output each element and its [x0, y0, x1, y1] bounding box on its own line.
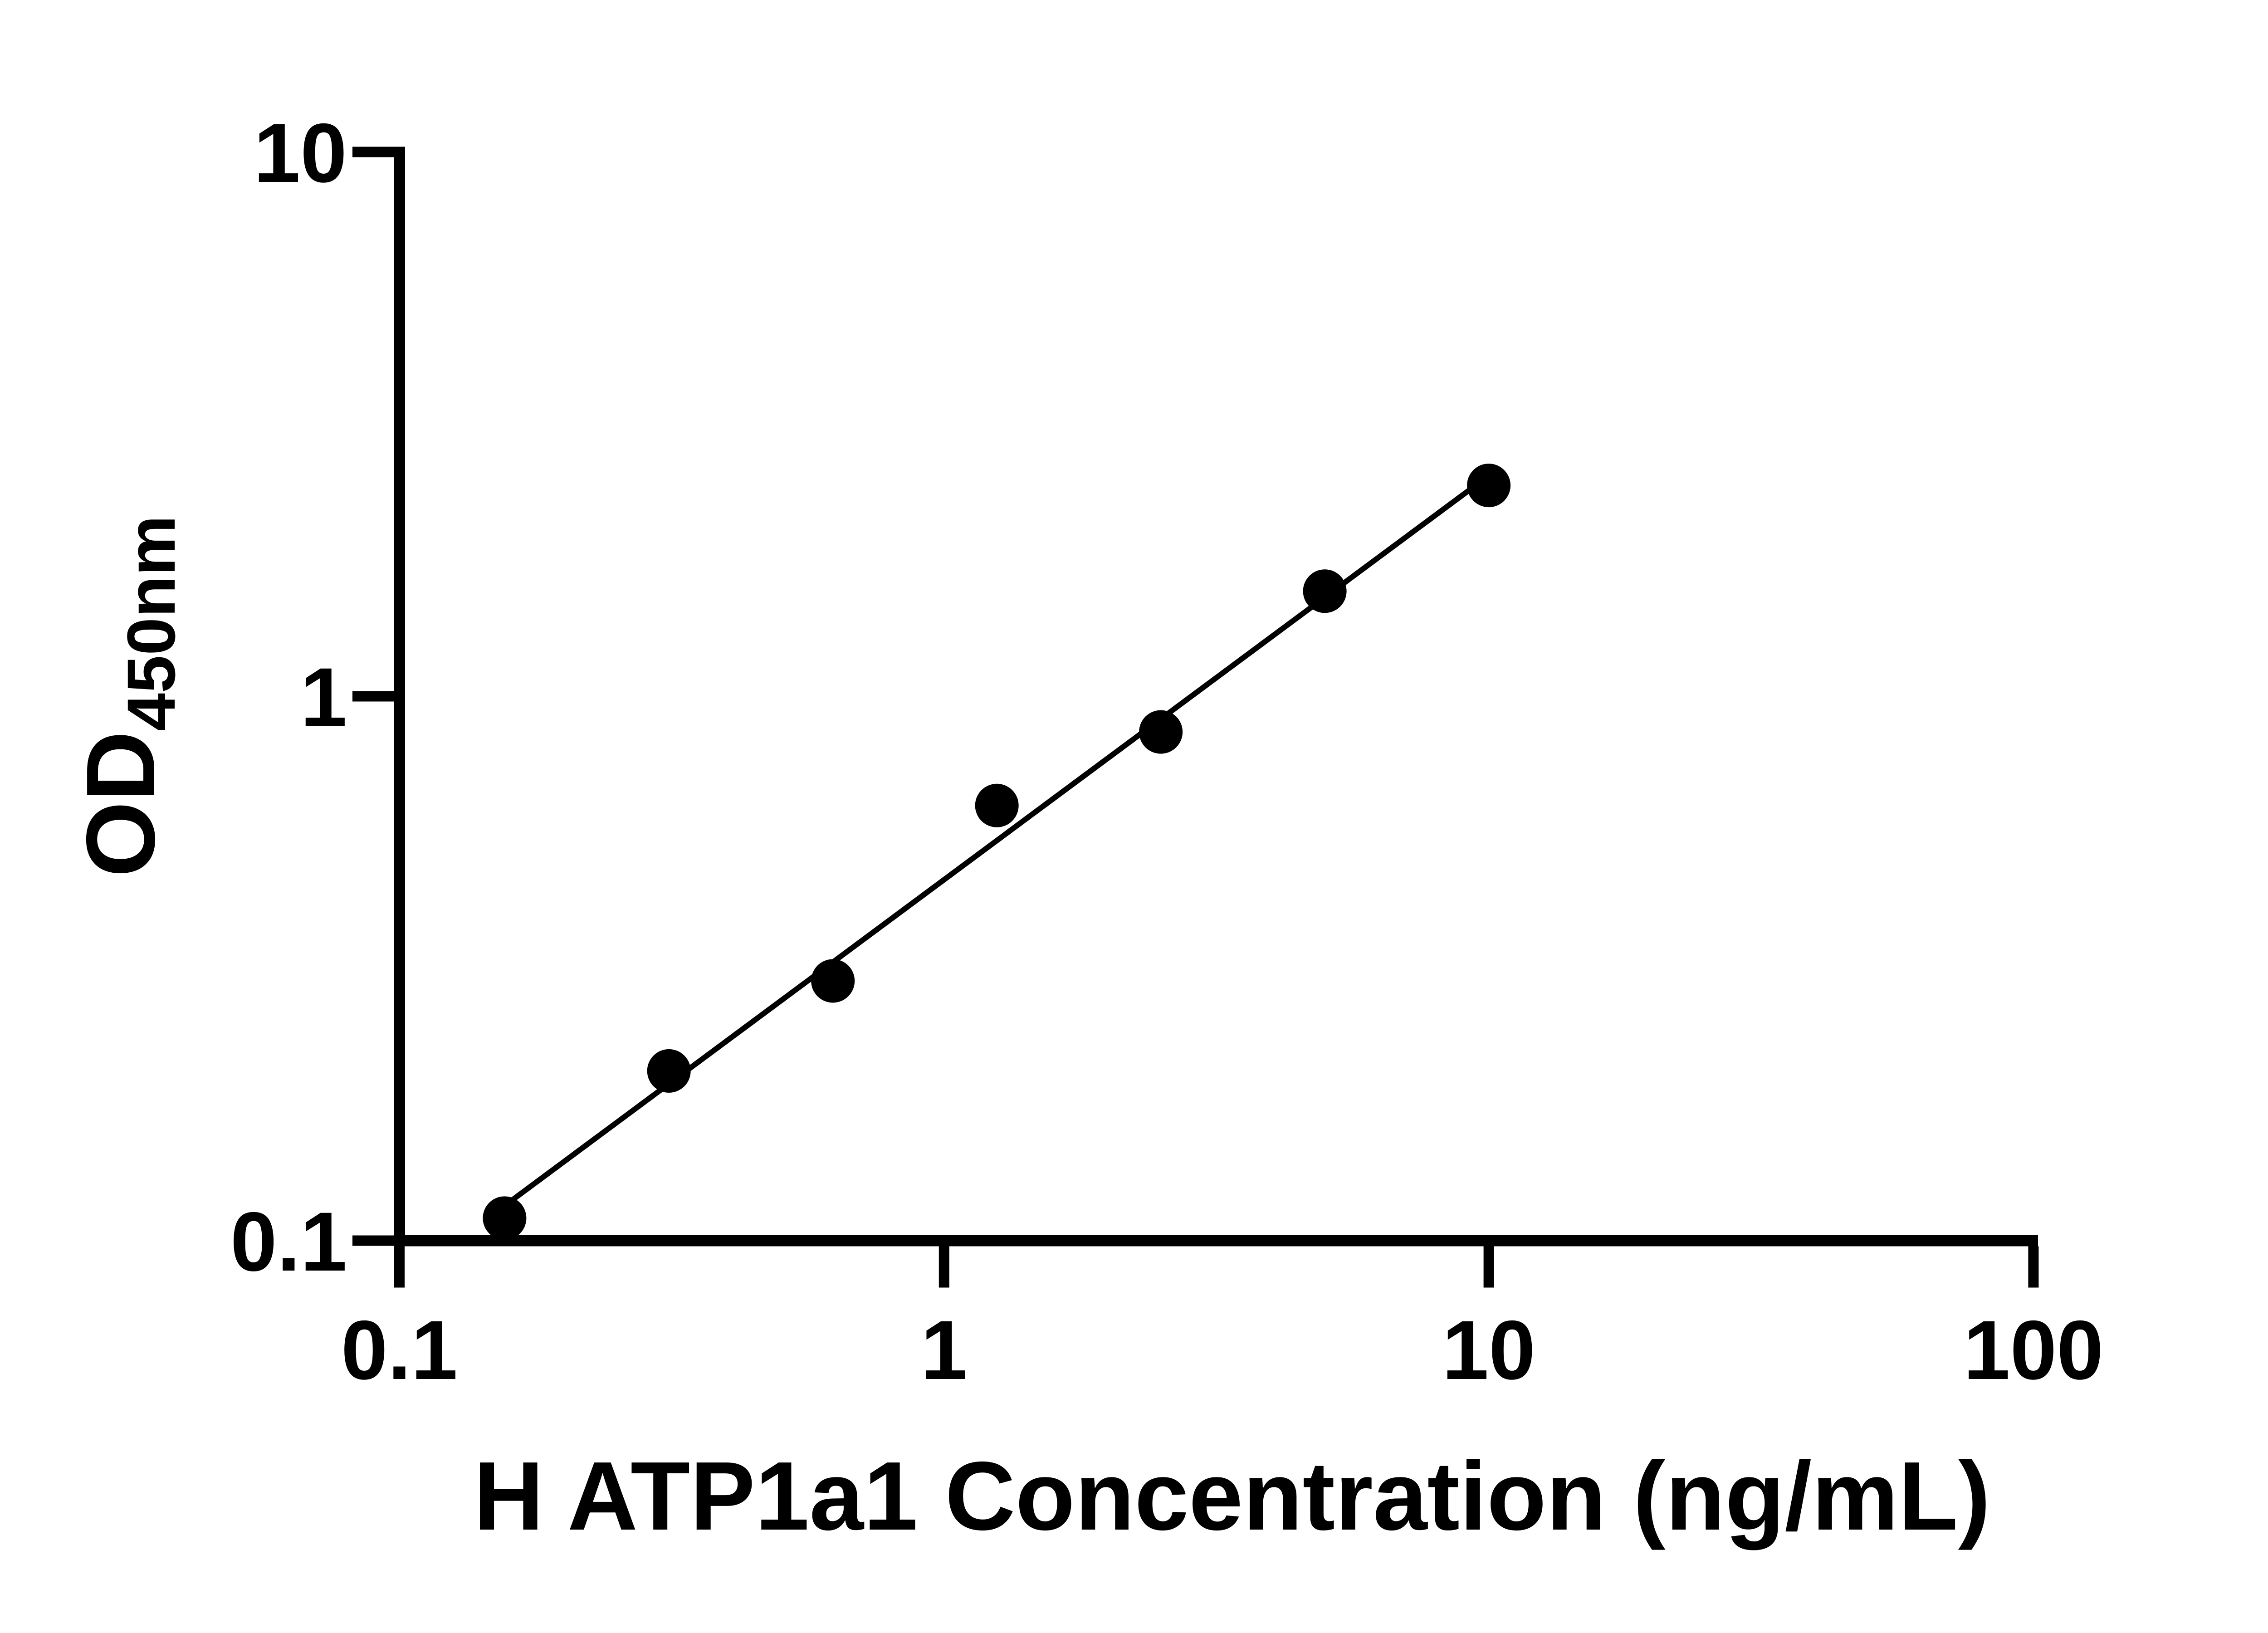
data-point-1 — [647, 1049, 691, 1093]
data-point-4 — [1139, 710, 1183, 754]
data-point-0 — [483, 1196, 527, 1240]
y-axis-title-subscript: 450nm — [113, 515, 189, 731]
data-point-3 — [975, 783, 1019, 827]
x-tick-label-0: 0.1 — [341, 1304, 458, 1397]
data-point-5 — [1303, 569, 1347, 613]
x-tick-label-2: 10 — [1442, 1304, 1535, 1397]
y-tick-label-1: 1 — [300, 651, 347, 744]
x-tick-label-1: 1 — [921, 1304, 968, 1397]
x-tick-label-3: 100 — [1964, 1304, 2104, 1397]
y-tick-label-2: 10 — [254, 107, 347, 200]
y-axis-title: OD450nm — [66, 515, 189, 877]
x-axis-title: H ATP1a1 Concentration (ng/mL) — [474, 1441, 1991, 1550]
y-tick-label-0: 0.1 — [230, 1195, 347, 1289]
data-point-2 — [811, 959, 855, 1003]
data-point-6 — [1467, 464, 1511, 508]
y-axis-title-main: OD — [66, 731, 175, 877]
